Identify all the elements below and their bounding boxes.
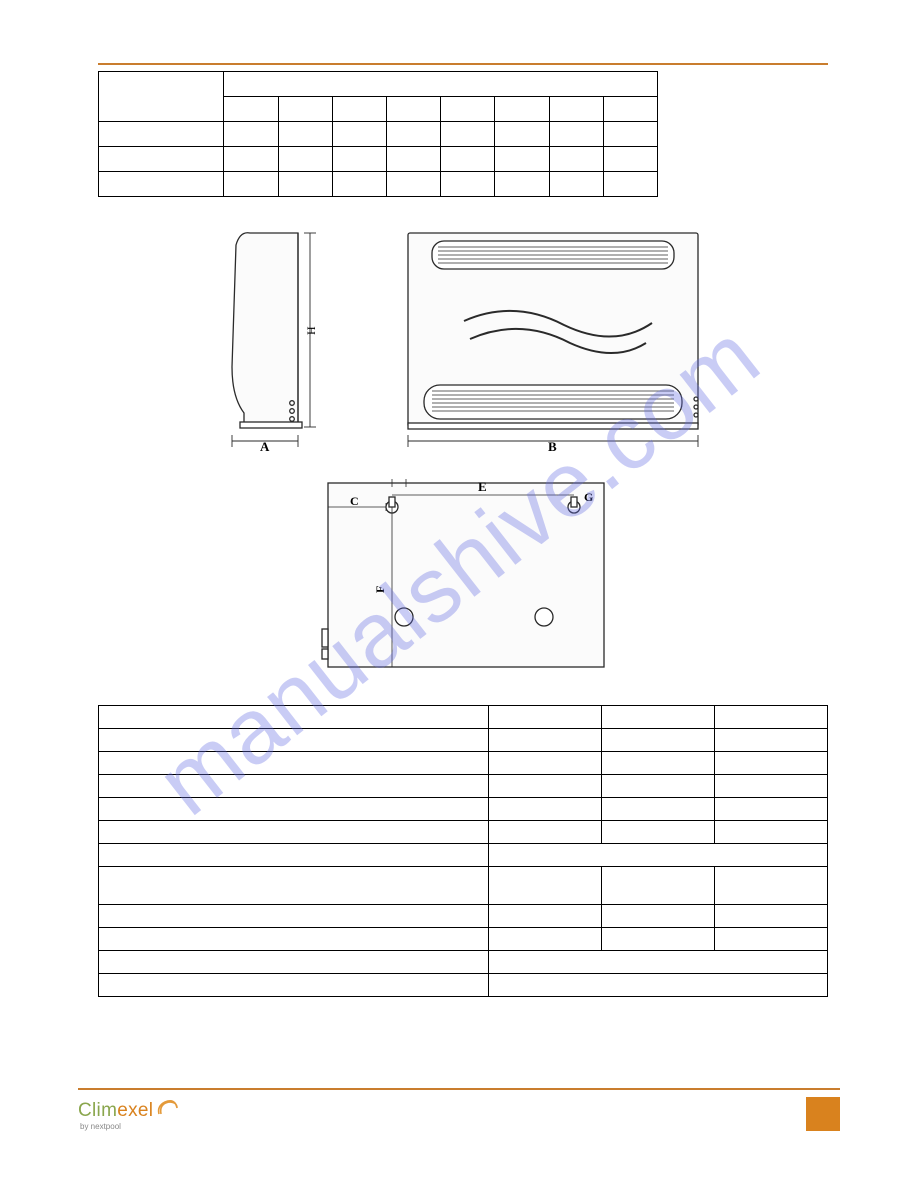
t2-cell [489,798,602,821]
t2-cell [489,905,602,928]
t2-row [99,775,828,798]
t2-cell [715,798,828,821]
t2-row [99,905,828,928]
t2-row [99,867,828,905]
t2-cell [715,867,828,905]
t1-row [99,172,658,197]
t1-row [99,122,658,147]
t2-cell [489,775,602,798]
specs-table [98,705,828,997]
t2-row [99,798,828,821]
t2-cell [715,752,828,775]
brand-swirl-icon [155,1098,179,1122]
dim-g-label: G [584,490,593,504]
t2-row [99,752,828,775]
t2-cell [489,752,602,775]
t2-row [99,974,828,997]
t2-cell [489,821,602,844]
brand-logo: Climexel by nextpool [78,1098,179,1131]
t2-cell [489,706,602,729]
t2-cell [99,905,489,928]
brand-sub: by nextpool [80,1122,179,1131]
t2-cell [602,905,715,928]
t2-row [99,729,828,752]
t2-cell [99,706,489,729]
dim-h-label: H [304,326,318,335]
side-view-diagram: H A [214,227,332,453]
t2-cell [489,867,602,905]
brand-part1: Climexel [78,1100,153,1122]
t1-header-span [224,72,658,97]
t2-cell [99,775,489,798]
dim-b-label: B [548,439,557,453]
dim-e-label: E [478,479,487,494]
t2-cell [99,974,489,997]
t2-cell [715,905,828,928]
t2-cell [715,729,828,752]
t1-lefthead [99,72,224,122]
t2-cell [99,844,489,867]
t2-cell [602,798,715,821]
t2-cell [99,729,489,752]
t2-cell [715,775,828,798]
t2-cell [489,974,828,997]
t2-cell [602,729,715,752]
dim-a-label: A [260,439,270,453]
t2-row [99,821,828,844]
t2-cell [602,706,715,729]
t2-cell [489,951,828,974]
page-footer: Climexel by nextpool [0,1088,918,1134]
t2-cell [602,867,715,905]
page-number-block [806,1097,840,1131]
dimensions-table [98,71,658,197]
t2-row [99,951,828,974]
dim-f-label: F [373,586,387,593]
t2-cell [602,928,715,951]
t2-cell [602,752,715,775]
t2-cell [99,928,489,951]
dim-d-label: D [394,477,402,480]
t1-row [99,147,658,172]
t2-row [99,928,828,951]
t2-cell [715,821,828,844]
t2-cell [99,798,489,821]
t2-cell [99,821,489,844]
front-view-diagram: B [404,227,712,453]
t2-cell [715,928,828,951]
t2-cell [489,844,828,867]
t2-cell [99,867,489,905]
t2-cell [489,729,602,752]
footer-rule [78,1088,840,1090]
t2-row [99,844,828,867]
dim-c-label: C [350,494,359,508]
t2-cell [715,706,828,729]
top-rule [98,63,828,65]
t2-cell [99,951,489,974]
t2-cell [602,821,715,844]
t2-cell [489,928,602,951]
t2-cell [602,775,715,798]
t2-row [99,706,828,729]
diagram-area: H A [98,227,828,677]
back-view-diagram: D E G C F [314,477,612,677]
t2-cell [99,752,489,775]
